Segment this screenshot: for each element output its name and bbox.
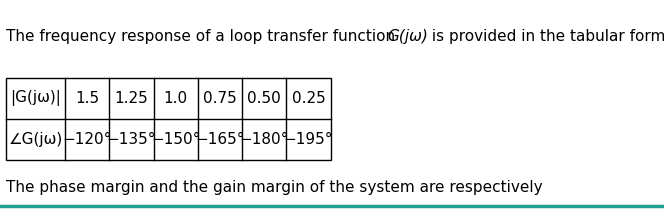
Text: 1.0: 1.0 xyxy=(163,91,188,106)
Text: is provided in the tabular form: is provided in the tabular form xyxy=(427,29,664,45)
Text: 0.50: 0.50 xyxy=(248,91,281,106)
Text: 1.5: 1.5 xyxy=(75,91,99,106)
Text: G(jω): G(jω) xyxy=(387,29,428,45)
Text: ∠G(jω): ∠G(jω) xyxy=(9,132,63,147)
Text: The phase margin and the gain margin of the system are respectively: The phase margin and the gain margin of … xyxy=(7,180,543,195)
Text: The frequency response of a loop transfer function: The frequency response of a loop transfe… xyxy=(7,29,400,45)
Text: −120°: −120° xyxy=(62,132,112,147)
Text: 0.25: 0.25 xyxy=(291,91,325,106)
Text: −165°: −165° xyxy=(195,132,245,147)
Text: −195°: −195° xyxy=(284,132,333,147)
Text: −135°: −135° xyxy=(107,132,156,147)
Text: −150°: −150° xyxy=(151,132,201,147)
Text: −180°: −180° xyxy=(240,132,289,147)
Text: 0.75: 0.75 xyxy=(203,91,237,106)
Text: |G(jω)|: |G(jω)| xyxy=(10,90,61,106)
Text: 1.25: 1.25 xyxy=(115,91,148,106)
